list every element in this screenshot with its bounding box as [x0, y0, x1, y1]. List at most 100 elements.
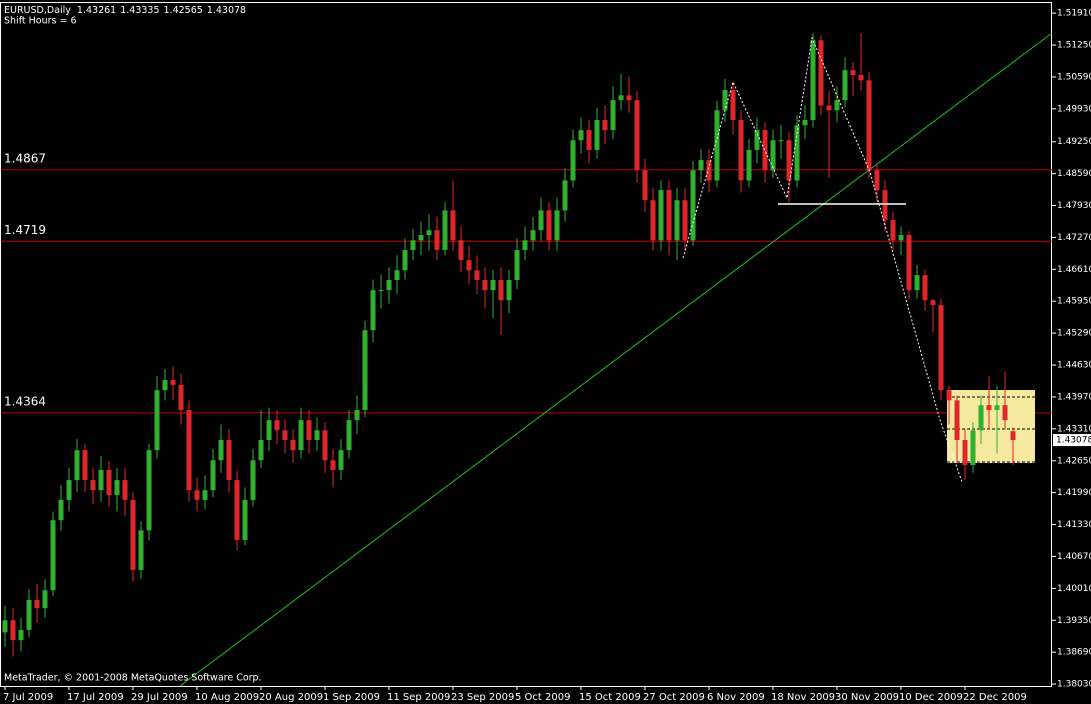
candle-body [530, 230, 536, 241]
candle-body [74, 450, 80, 481]
candle-body [458, 240, 464, 261]
x-tick-label: 18 Nov 2009 [771, 692, 835, 703]
candle-body [778, 140, 784, 142]
candle-body [290, 439, 296, 451]
candle-body [34, 599, 40, 609]
y-tick-label: 1.49930 [1057, 104, 1091, 114]
candle-body [66, 480, 72, 500]
candle-body [818, 40, 824, 106]
candle-body [842, 70, 848, 101]
candle-body [594, 119, 600, 150]
level-label: 1.4867 [4, 151, 46, 165]
candle-body [658, 190, 664, 241]
candle-body [114, 480, 120, 496]
candle-body [42, 590, 48, 609]
candle-body [274, 420, 280, 431]
candle-body [122, 480, 128, 500]
candle-body [474, 270, 480, 280]
x-tick-label: 6 Nov 2009 [707, 692, 765, 703]
candle-body [282, 430, 288, 440]
candle-body [338, 450, 344, 470]
candle-body [178, 384, 184, 410]
y-tick-label: 1.46610 [1057, 265, 1091, 275]
footer: MetaTrader, © 2001-2008 MetaQuotes Softw… [4, 673, 262, 684]
candle-body [194, 490, 200, 500]
candle-body [306, 420, 312, 440]
x-tick-label: 30 Nov 2009 [835, 692, 899, 703]
x-tick-label: 23 Sep 2009 [451, 692, 514, 703]
x-tick-label: 5 Oct 2009 [515, 692, 570, 703]
candle-body [794, 125, 800, 181]
candle-body [746, 149, 752, 181]
candle-body [498, 279, 504, 301]
candle-body [434, 230, 440, 251]
x-tick-label: 1 Sep 2009 [323, 692, 380, 703]
y-tick-label: 1.49250 [1057, 137, 1091, 147]
candle-body [378, 290, 384, 292]
candle-body [386, 279, 392, 291]
candle-body [106, 469, 112, 496]
candle-body [138, 530, 144, 570]
candle-body [562, 180, 568, 211]
candle-body [698, 160, 704, 171]
candle-body [730, 90, 736, 120]
candle-body [1002, 405, 1008, 421]
plot-frame [0, 2, 1052, 687]
candle-body [634, 100, 640, 171]
candle-body [258, 439, 264, 461]
zigzag-line [682, 36, 963, 483]
level-label: 1.4364 [4, 394, 46, 408]
candle-body [418, 235, 424, 241]
candle-body [786, 140, 792, 181]
y-tick-label: 1.38690 [1057, 648, 1091, 658]
x-tick-label: 17 Jul 2009 [67, 692, 124, 703]
candle-body [226, 439, 232, 481]
candle-body [522, 240, 528, 251]
candle-body [546, 210, 552, 241]
candle-body [906, 235, 912, 291]
candle-body [898, 235, 904, 241]
candle-body [402, 250, 408, 271]
candle-body [210, 460, 216, 491]
candle-body [162, 380, 168, 391]
candle-body [714, 110, 720, 181]
level-label: 1.4719 [4, 223, 46, 237]
candle-body [802, 119, 808, 126]
y-tick-label: 1.43970 [1057, 392, 1091, 402]
candle-body [890, 220, 896, 241]
candle-body [810, 40, 816, 120]
candle-body [882, 190, 888, 221]
candle-body [986, 405, 992, 410]
y-tick-label: 1.47270 [1057, 233, 1091, 243]
candle-body [970, 430, 976, 466]
candle-body [954, 400, 960, 440]
candle-body [922, 275, 928, 301]
candle-body [98, 469, 104, 491]
candle-body [626, 95, 632, 101]
highlight-box [947, 390, 1035, 463]
candle-body [10, 620, 16, 641]
candle-body [834, 100, 840, 111]
candle-body [58, 499, 64, 521]
candle-body [442, 210, 448, 251]
candle-body [146, 450, 152, 531]
y-tick-label: 1.45290 [1057, 329, 1091, 339]
y-tick-label: 1.40010 [1057, 584, 1091, 594]
current-price-label: 1.43078 [1056, 436, 1091, 446]
candle-body [154, 390, 160, 451]
candle-body [770, 140, 776, 171]
candle-body [322, 430, 328, 461]
candle-body [266, 420, 272, 440]
candle-body [578, 130, 584, 141]
candle-body [514, 250, 520, 280]
y-tick-label: 1.44630 [1057, 361, 1091, 371]
x-tick-label: 22 Dec 2009 [963, 692, 1027, 703]
candle-body [938, 305, 944, 391]
candle-body [554, 210, 560, 241]
y-tick-label: 1.41330 [1057, 520, 1091, 530]
candle-body [682, 200, 688, 241]
candle-body [610, 100, 616, 131]
candle-body [482, 279, 488, 291]
